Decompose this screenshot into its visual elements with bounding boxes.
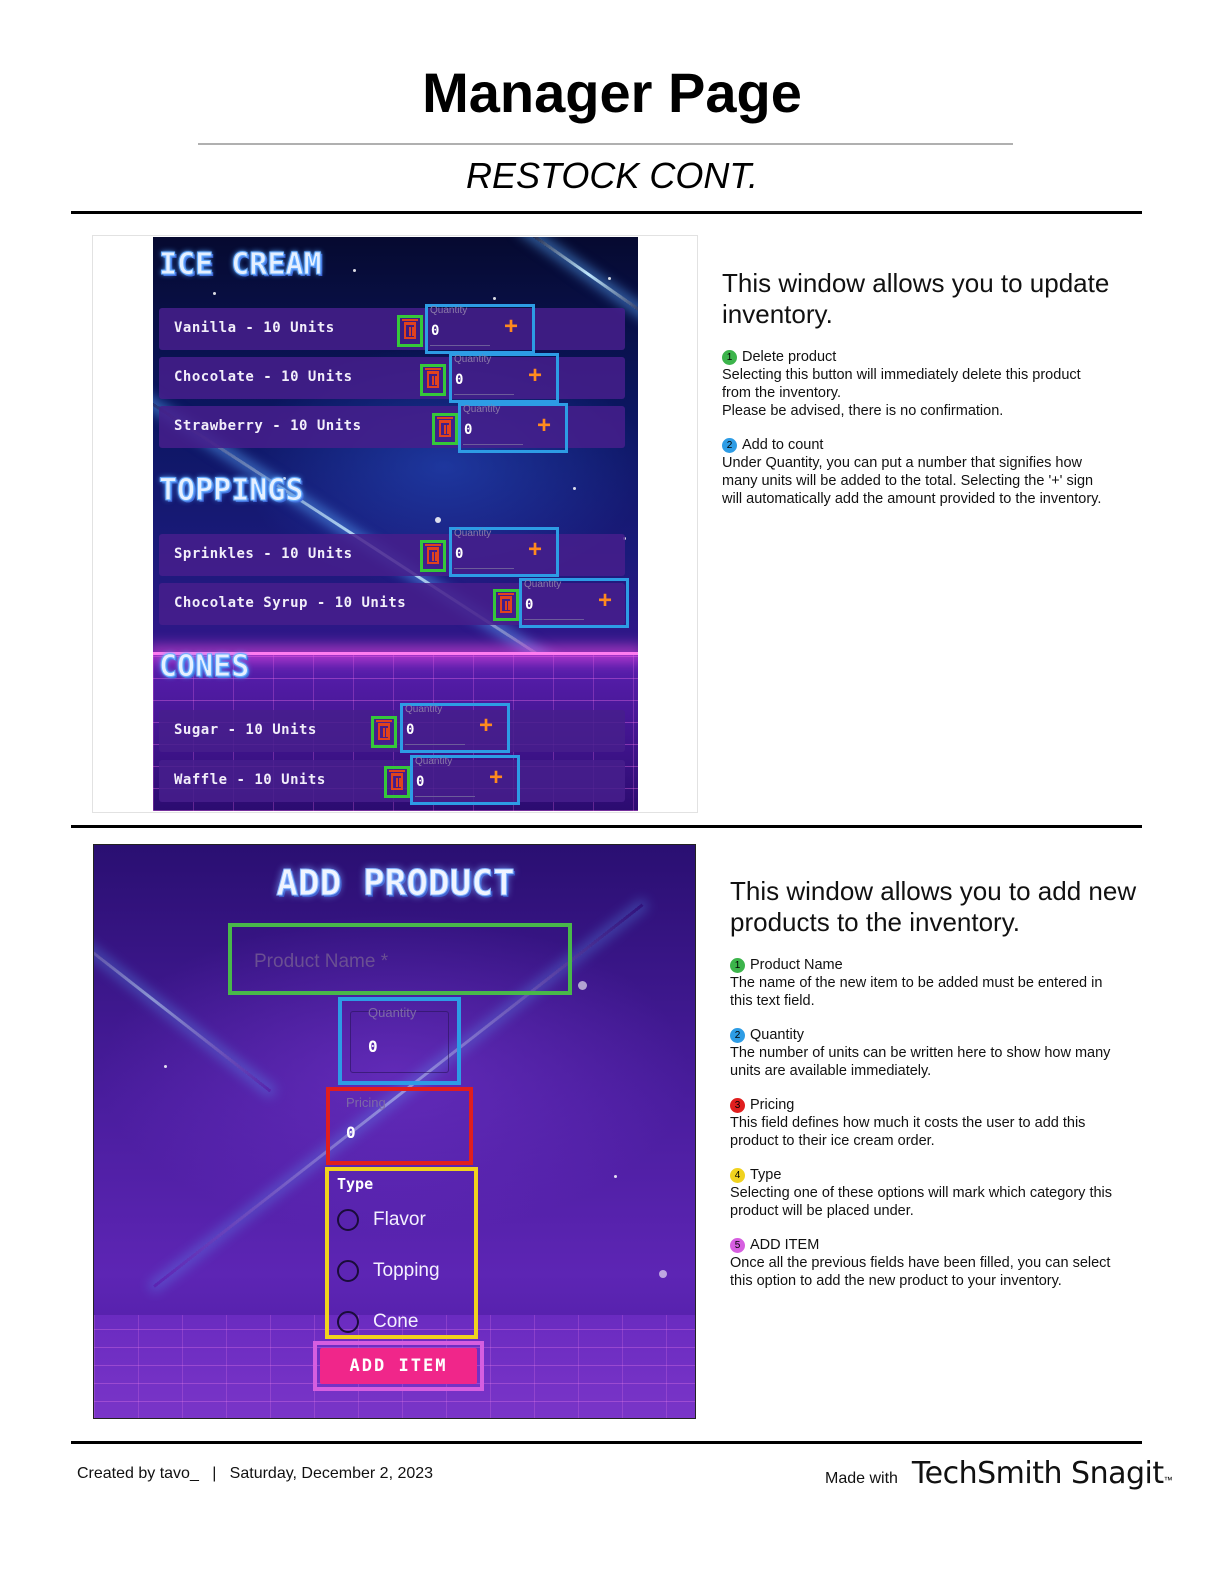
trash-icon xyxy=(425,368,441,388)
product-label: Chocolate Syrup - 10 Units xyxy=(174,595,407,611)
delete-product-button[interactable] xyxy=(397,315,423,347)
product-label: Waffle - 10 Units xyxy=(174,772,326,788)
delete-product-button[interactable] xyxy=(371,716,397,748)
quantity-input[interactable]: 0 xyxy=(406,722,415,738)
add-item-button[interactable]: ADD ITEM xyxy=(320,1348,477,1384)
quantity-input[interactable]: 0 xyxy=(455,546,464,562)
radio-button[interactable] xyxy=(337,1209,359,1231)
footer-credits: Created by tavo_ | Saturday, December 2,… xyxy=(77,1465,434,1482)
quantity-input[interactable]: 0 xyxy=(431,323,440,339)
inventory-row-vanilla: Vanilla - 10 Units xyxy=(159,308,625,350)
quantity-input[interactable]: 0 xyxy=(368,1037,378,1056)
inventory-row-chocolate-syrup: Chocolate Syrup - 10 Units xyxy=(159,583,625,625)
quantity-field[interactable]: Quantity 0 + xyxy=(449,353,559,403)
quantity-field[interactable]: Quantity 0 + xyxy=(449,527,559,577)
quantity-input[interactable]: 0 xyxy=(525,597,534,613)
plus-icon[interactable]: + xyxy=(527,362,542,389)
type-label: Type xyxy=(337,1175,374,1193)
made-with-label: Made with xyxy=(825,1470,898,1487)
type-radio-group: Type Flavor Topping Cone xyxy=(325,1167,478,1339)
trash-icon xyxy=(389,770,405,790)
plus-icon[interactable]: + xyxy=(527,536,542,563)
delete-product-button[interactable] xyxy=(420,540,446,572)
number-badge: 2 xyxy=(722,437,737,453)
add-product-description: This window allows you to add new produc… xyxy=(730,876,1150,1306)
product-name-input[interactable]: Product Name * xyxy=(254,951,389,972)
quantity-field[interactable]: Quantity 0 + xyxy=(458,403,568,453)
trash-icon xyxy=(437,417,453,437)
restock-screenshot: ICE CREAM Vanilla - 10 Units Quantity 0 … xyxy=(153,237,638,811)
horizon-glow xyxy=(153,652,638,655)
inventory-row-strawberry: Strawberry - 10 Units xyxy=(159,406,625,448)
radio-button[interactable] xyxy=(337,1311,359,1333)
product-label: Strawberry - 10 Units xyxy=(174,418,362,434)
number-badge: 1 xyxy=(730,957,745,973)
quantity-input[interactable]: 0 xyxy=(464,422,473,438)
quantity-field[interactable]: Quantity 0 + xyxy=(410,755,520,805)
annotation-type: 4 Type Selecting one of these options wil… xyxy=(730,1167,1113,1219)
quantity-input[interactable]: 0 xyxy=(455,372,464,388)
trash-icon xyxy=(376,720,392,740)
restock-description: This window allows you to update invento… xyxy=(722,268,1142,524)
pricing-input[interactable]: 0 xyxy=(346,1123,356,1142)
footer-brand: Made with TechSmith Snagit ™ xyxy=(825,1456,1173,1491)
delete-product-button[interactable] xyxy=(493,589,519,621)
snagit-logo: TechSmith Snagit xyxy=(911,1456,1164,1491)
product-label: Sugar - 10 Units xyxy=(174,722,317,738)
delete-product-button[interactable] xyxy=(420,364,446,396)
pricing-field[interactable]: Pricing 0 xyxy=(326,1087,473,1165)
page-subtitle: RESTOCK CONT. xyxy=(465,155,759,196)
number-badge: 1 xyxy=(722,349,737,365)
radio-button[interactable] xyxy=(337,1260,359,1282)
inventory-row-sprinkles: Sprinkles - 10 Units xyxy=(159,534,625,576)
trash-icon xyxy=(402,319,418,339)
trash-icon xyxy=(498,593,514,613)
number-badge: 5 xyxy=(730,1237,745,1253)
plus-icon[interactable]: + xyxy=(503,313,518,340)
delete-product-button[interactable] xyxy=(384,766,410,798)
quantity-field[interactable]: Quantity 0 xyxy=(338,997,461,1085)
add-product-screenshot: ADD PRODUCT Product Name * Quantity 0 Pr… xyxy=(93,844,696,1419)
annotation-add-to-count: 2 Add to count Under Quantity, you can pu… xyxy=(722,437,1102,507)
annotation-quantity: 2 Quantity The number of units can be wri… xyxy=(730,1027,1111,1079)
annotation-pricing: 3 Pricing This field defines how much it … xyxy=(730,1097,1086,1149)
product-name-field[interactable]: Product Name * xyxy=(228,923,572,995)
annotation-delete-product: 1 Delete product Selecting this button wi… xyxy=(722,349,1081,419)
section-heading-cones: CONES xyxy=(158,649,250,685)
delete-product-button[interactable] xyxy=(432,413,458,445)
quantity-input[interactable]: 0 xyxy=(416,774,425,790)
inventory-row-chocolate: Chocolate - 10 Units xyxy=(159,357,625,399)
quantity-field[interactable]: Quantity 0 + xyxy=(400,703,510,753)
plus-icon[interactable]: + xyxy=(488,764,503,791)
number-badge: 3 xyxy=(730,1097,745,1113)
plus-icon[interactable]: + xyxy=(478,712,493,739)
plus-icon[interactable]: + xyxy=(597,587,612,614)
add-product-title: ADD PRODUCT xyxy=(276,863,515,905)
section-heading-ice-cream: ICE CREAM xyxy=(159,247,323,283)
product-label: Chocolate - 10 Units xyxy=(174,369,353,385)
section-heading-toppings: TOPPINGS xyxy=(159,473,304,509)
product-label: Vanilla - 10 Units xyxy=(174,320,335,336)
add-product-description-heading: This window allows you to add new produc… xyxy=(730,876,1137,937)
page-title: Manager Page xyxy=(422,61,802,124)
number-badge: 2 xyxy=(730,1027,745,1043)
annotation-product-name: 1 Product Name The name of the new item t… xyxy=(730,957,1103,1009)
section-divider-bottom xyxy=(71,1441,1142,1444)
restock-description-heading: This window allows you to update invento… xyxy=(722,268,1110,329)
add-item-highlight: ADD ITEM xyxy=(313,1341,484,1391)
section-divider-middle xyxy=(71,825,1142,828)
section-divider-top xyxy=(71,211,1142,214)
plus-icon[interactable]: + xyxy=(536,412,551,439)
product-label: Sprinkles - 10 Units xyxy=(174,546,353,562)
annotation-add-item: 5 ADD ITEM Once all the previous fields h… xyxy=(730,1237,1111,1289)
quantity-field[interactable]: Quantity 0 + xyxy=(519,578,629,628)
quantity-field[interactable]: Quantity 0 + xyxy=(425,304,535,354)
title-divider xyxy=(198,143,1013,145)
trash-icon xyxy=(425,544,441,564)
number-badge: 4 xyxy=(730,1167,745,1183)
